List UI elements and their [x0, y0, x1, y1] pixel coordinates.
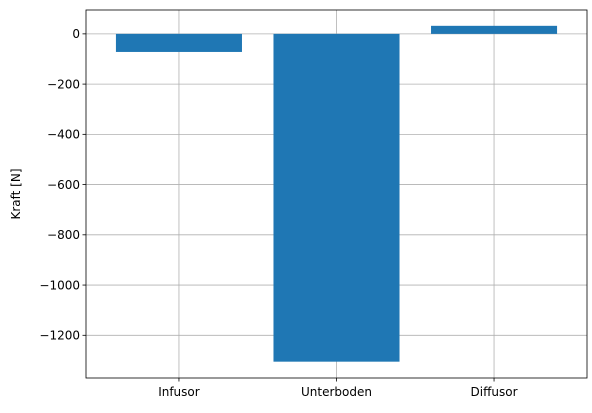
y-tick-label: −1000: [39, 278, 80, 292]
y-tick-label: 0: [72, 27, 80, 41]
bar-diffusor: [431, 25, 558, 34]
x-tick-label: Infusor: [158, 385, 200, 399]
axis-ticks: 0 −200 −400 −600 −800 −1000 −1200 Infusor Unterb…: [39, 27, 517, 399]
y-tick-label: −200: [47, 77, 80, 91]
bars: [115, 25, 558, 362]
bar-infusor: [115, 33, 242, 52]
x-tick-label: Unterboden: [301, 385, 372, 399]
y-tick-label: −1200: [39, 329, 80, 343]
x-tick-label: Diffusor: [471, 385, 518, 399]
bar-unterboden: [273, 33, 400, 362]
y-tick-label: −800: [47, 228, 80, 242]
y-axis-label: Kraft [N]: [9, 168, 23, 219]
y-tick-label: −600: [47, 178, 80, 192]
y-tick-label: −400: [47, 128, 80, 142]
